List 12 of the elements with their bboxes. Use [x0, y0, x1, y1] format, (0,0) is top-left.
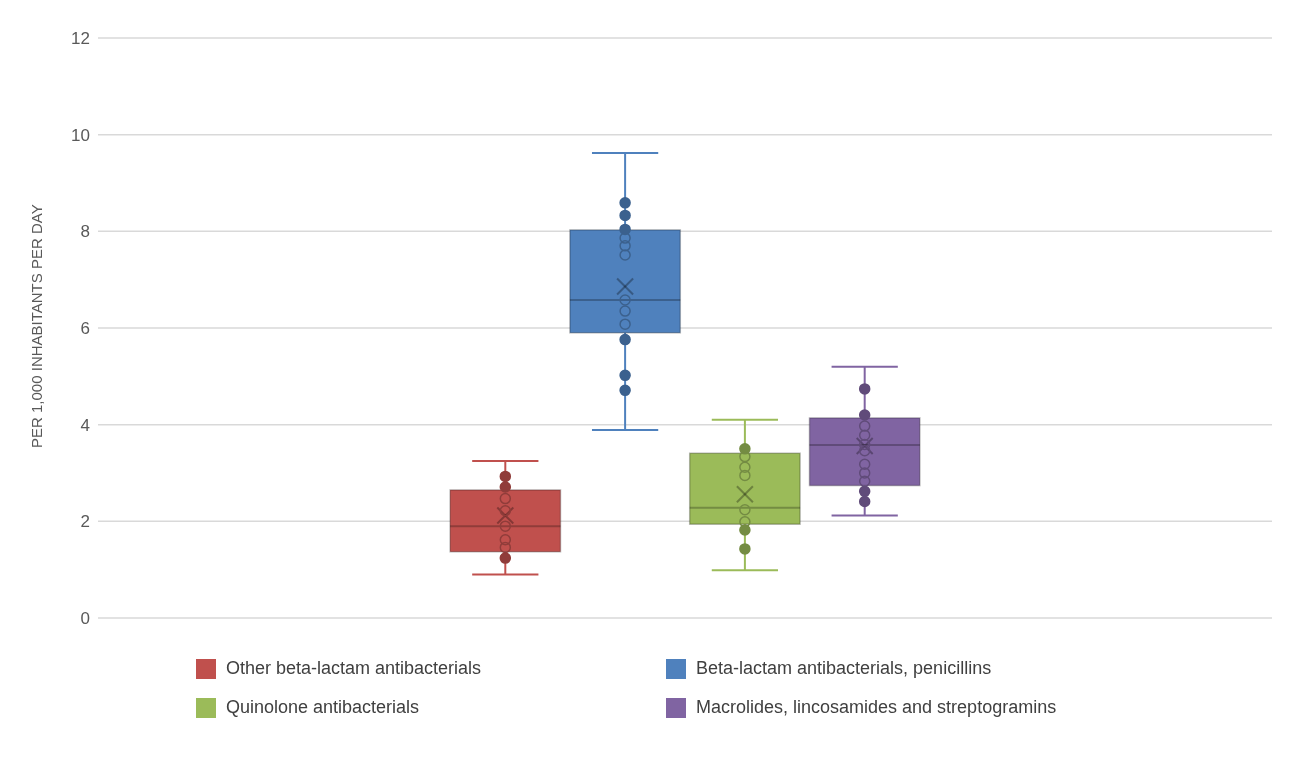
y-tick-label: 4: [80, 415, 90, 435]
y-tick-label: 6: [80, 319, 90, 339]
y-tick-label: 12: [71, 29, 90, 49]
legend-label: Macrolides, lincosamides and streptogramins: [696, 697, 1057, 718]
y-tick-label: 10: [71, 125, 90, 145]
legend-label: Other beta-lactam antibacterials: [226, 658, 482, 679]
y-tick-label: 8: [80, 222, 90, 242]
y-tick-label: 2: [80, 512, 90, 532]
legend-label: Beta-lactam antibacterials, penicillins: [696, 658, 992, 679]
y-axis-title: PER 1,000 INHABITANTS PER DAY: [28, 204, 46, 448]
y-tick-label: 0: [80, 609, 90, 629]
legend-label: Quinolone antibacterials: [226, 697, 420, 718]
